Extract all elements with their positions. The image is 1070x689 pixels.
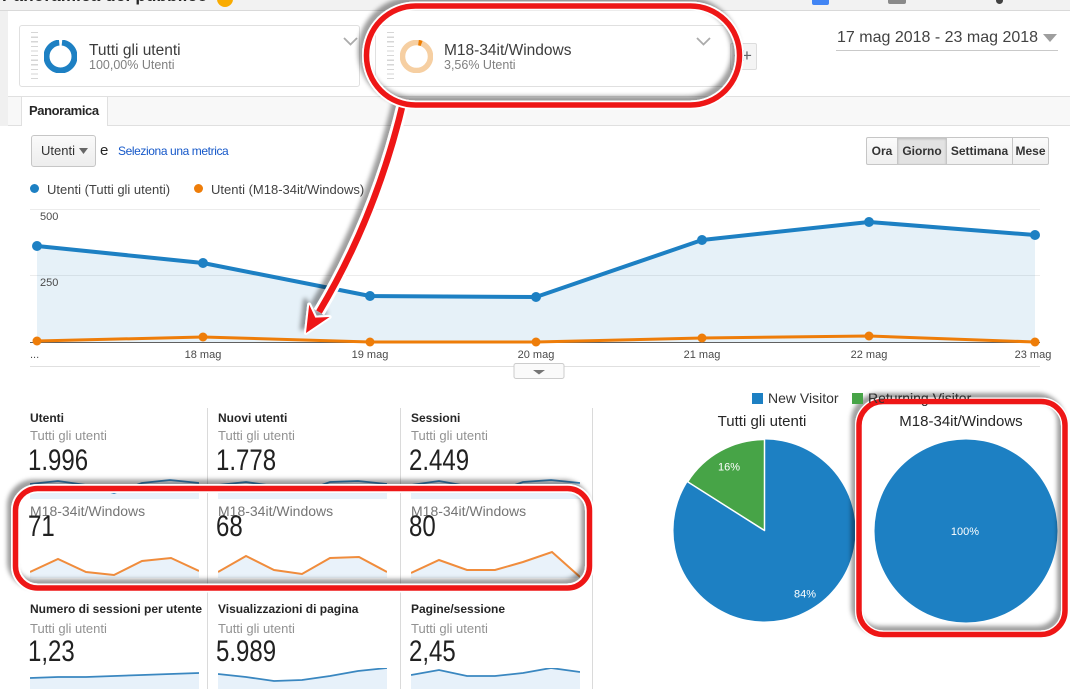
- svg-text:100%: 100%: [951, 526, 979, 538]
- svg-text:500: 500: [40, 211, 58, 223]
- svg-text:84%: 84%: [794, 589, 816, 601]
- svg-text:23 mag: 23 mag: [1015, 349, 1052, 361]
- svg-text:19 mag: 19 mag: [352, 349, 389, 361]
- svg-text:20 mag: 20 mag: [518, 349, 555, 361]
- svg-text:18 mag: 18 mag: [185, 349, 222, 361]
- svg-text:21 mag: 21 mag: [684, 349, 721, 361]
- svg-text:...: ...: [30, 349, 39, 361]
- svg-text:22 mag: 22 mag: [851, 349, 888, 361]
- svg-text:16%: 16%: [718, 462, 740, 474]
- svg-text:250: 250: [40, 277, 58, 289]
